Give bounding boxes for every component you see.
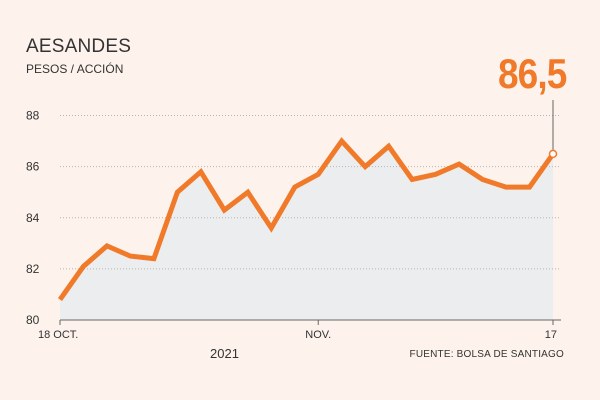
area-fill — [60, 141, 553, 320]
chart-title: AESANDES — [26, 36, 132, 57]
y-tick-label: 82 — [26, 262, 40, 276]
x-tick-label: 17 — [545, 329, 557, 341]
last-value-label: 86,5 — [498, 50, 567, 97]
series-line — [57, 137, 556, 301]
year-label: 2021 — [210, 346, 239, 361]
y-tick-label: 84 — [26, 211, 40, 225]
y-tick-label: 86 — [26, 160, 40, 174]
y-tick-label: 88 — [26, 109, 40, 123]
last-point-marker — [548, 149, 558, 159]
y-tick-label: 80 — [26, 313, 40, 327]
source-note: FUENTE: BOLSA DE SANTIAGO — [409, 349, 564, 360]
chart-subtitle: PESOS / ACCIÓN — [26, 62, 124, 76]
x-tick-label: 18 OCT. — [38, 329, 78, 341]
x-tick-label: NOV. — [305, 329, 331, 341]
